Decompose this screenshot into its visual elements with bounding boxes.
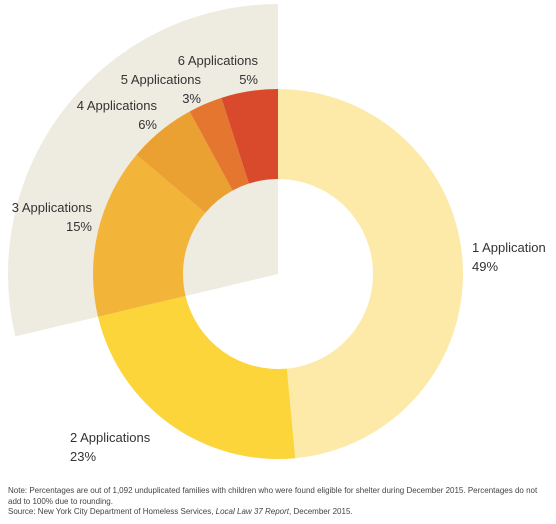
slice-4-applications xyxy=(136,111,233,213)
label-3-applications: 3 Applications xyxy=(12,200,93,215)
note-text: Note: Percentages are out of 1,092 undup… xyxy=(8,486,538,506)
slice-3-applications xyxy=(92,154,206,317)
label-4-applications: 4 Applications xyxy=(77,98,158,113)
label-6-applications: 6 Applications xyxy=(178,53,259,68)
source-suffix: , December 2015. xyxy=(289,507,353,516)
label-1-application: 1 Application xyxy=(472,240,546,255)
value-5-applications: 3% xyxy=(182,91,201,106)
value-2-applications: 23% xyxy=(70,449,96,464)
value-4-applications: 6% xyxy=(138,117,157,132)
chart-notes: Note: Percentages are out of 1,092 undup… xyxy=(8,486,548,518)
label-2-applications: 2 Applications xyxy=(70,430,151,445)
slice-2-applications xyxy=(98,295,296,459)
value-1-application: 49% xyxy=(472,259,498,274)
value-3-applications: 15% xyxy=(66,219,92,234)
source-title: Local Law 37 Report xyxy=(215,507,290,516)
source-prefix: Source: New York City Department of Home… xyxy=(8,507,216,516)
slice-1-application xyxy=(278,89,464,459)
slice-6-applications xyxy=(221,89,278,184)
slice-5-applications xyxy=(189,97,249,191)
value-6-applications: 5% xyxy=(239,72,258,87)
source-text: Source: New York City Department of Home… xyxy=(8,507,548,518)
label-5-applications: 5 Applications xyxy=(121,72,202,87)
donut-chart: 1 Application 49% 2 Applications 23% 3 Appli… xyxy=(8,4,546,464)
